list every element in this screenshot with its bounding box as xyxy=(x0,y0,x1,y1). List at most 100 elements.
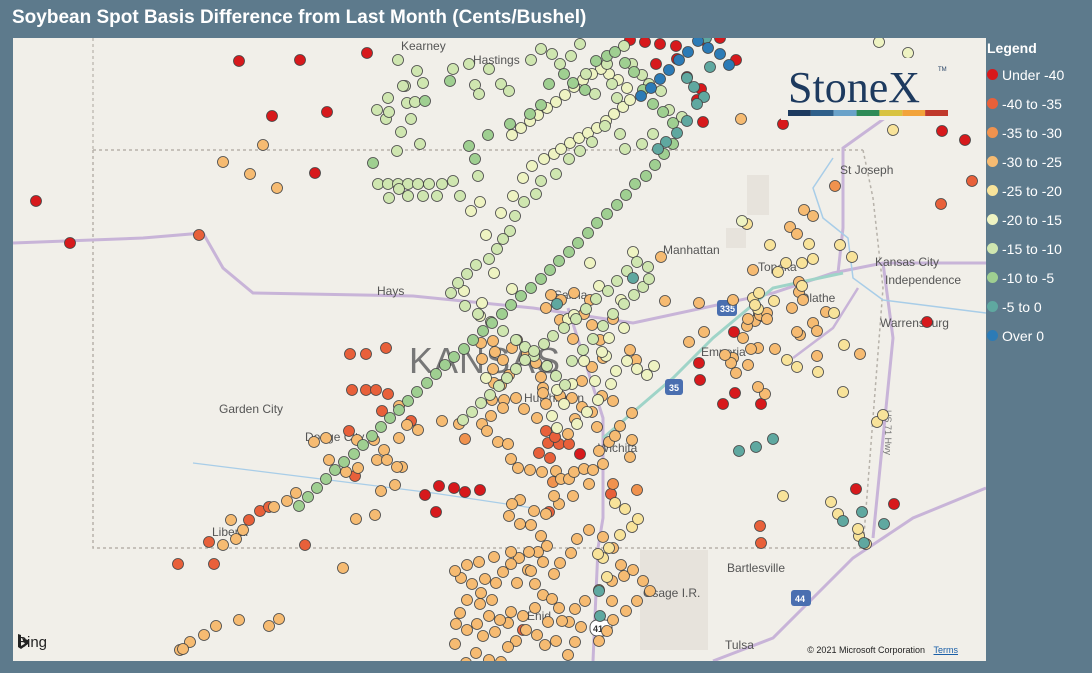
location-marker[interactable] xyxy=(652,143,664,155)
location-marker[interactable] xyxy=(764,239,776,251)
location-marker[interactable] xyxy=(507,190,519,202)
location-marker[interactable] xyxy=(177,643,189,655)
location-marker[interactable] xyxy=(580,68,592,80)
location-marker[interactable] xyxy=(719,349,731,361)
location-marker[interactable] xyxy=(510,635,522,647)
location-marker[interactable] xyxy=(854,348,866,360)
location-marker[interactable] xyxy=(515,122,527,134)
location-marker[interactable] xyxy=(551,298,563,310)
location-marker[interactable] xyxy=(697,116,709,128)
location-marker[interactable] xyxy=(411,65,423,77)
location-marker[interactable] xyxy=(546,410,558,422)
location-marker[interactable] xyxy=(531,629,543,641)
location-marker[interactable] xyxy=(856,506,868,518)
location-marker[interactable] xyxy=(519,354,531,366)
location-marker[interactable] xyxy=(780,257,792,269)
location-marker[interactable] xyxy=(555,143,567,155)
location-marker[interactable] xyxy=(474,598,486,610)
location-marker[interactable] xyxy=(691,98,703,110)
location-marker[interactable] xyxy=(583,524,595,536)
location-marker[interactable] xyxy=(698,91,710,103)
location-marker[interactable] xyxy=(628,66,640,78)
location-marker[interactable] xyxy=(338,456,350,468)
legend-item[interactable]: -30 to -25 xyxy=(987,147,1092,176)
location-marker[interactable] xyxy=(476,297,488,309)
location-marker[interactable] xyxy=(753,287,765,299)
location-marker[interactable] xyxy=(540,398,552,410)
legend-item[interactable]: -5 to 0 xyxy=(987,292,1092,321)
location-marker[interactable] xyxy=(624,344,636,356)
location-marker[interactable] xyxy=(629,178,641,190)
location-marker[interactable] xyxy=(233,55,245,67)
location-marker[interactable] xyxy=(565,547,577,559)
location-marker[interactable] xyxy=(791,228,803,240)
location-marker[interactable] xyxy=(643,273,655,285)
location-marker[interactable] xyxy=(528,345,540,357)
location-marker[interactable] xyxy=(352,462,364,474)
location-marker[interactable] xyxy=(628,289,640,301)
location-marker[interactable] xyxy=(503,510,515,522)
location-marker[interactable] xyxy=(431,190,443,202)
location-marker[interactable] xyxy=(524,464,536,476)
location-marker[interactable] xyxy=(454,190,466,202)
location-marker[interactable] xyxy=(447,63,459,75)
location-marker[interactable] xyxy=(505,299,517,311)
location-marker[interactable] xyxy=(263,620,275,632)
location-marker[interactable] xyxy=(807,253,819,265)
location-marker[interactable] xyxy=(412,178,424,190)
location-marker[interactable] xyxy=(395,126,407,138)
location-marker[interactable] xyxy=(357,439,369,451)
location-marker[interactable] xyxy=(486,594,498,606)
location-marker[interactable] xyxy=(619,503,631,515)
location-marker[interactable] xyxy=(747,264,759,276)
location-marker[interactable] xyxy=(485,410,497,422)
location-marker[interactable] xyxy=(417,190,429,202)
location-marker[interactable] xyxy=(467,334,479,346)
location-marker[interactable] xyxy=(343,425,355,437)
location-marker[interactable] xyxy=(737,332,749,344)
location-marker[interactable] xyxy=(495,207,507,219)
location-marker[interactable] xyxy=(344,348,356,360)
location-marker[interactable] xyxy=(548,490,560,502)
location-marker[interactable] xyxy=(311,482,323,494)
location-marker[interactable] xyxy=(559,89,571,101)
location-marker[interactable] xyxy=(483,610,495,622)
location-marker[interactable] xyxy=(655,85,667,97)
location-marker[interactable] xyxy=(590,293,602,305)
location-marker[interactable] xyxy=(494,614,506,626)
location-marker[interactable] xyxy=(366,430,378,442)
location-marker[interactable] xyxy=(563,246,575,258)
location-marker[interactable] xyxy=(768,295,780,307)
location-marker[interactable] xyxy=(448,351,460,363)
location-marker[interactable] xyxy=(550,96,562,108)
location-marker[interactable] xyxy=(320,473,332,485)
location-marker[interactable] xyxy=(681,115,693,127)
location-marker[interactable] xyxy=(614,529,626,541)
location-marker[interactable] xyxy=(579,84,591,96)
location-marker[interactable] xyxy=(524,108,536,120)
location-marker[interactable] xyxy=(597,320,609,332)
location-marker[interactable] xyxy=(378,444,390,456)
location-marker[interactable] xyxy=(660,136,672,148)
location-marker[interactable] xyxy=(474,484,486,496)
location-marker[interactable] xyxy=(635,90,647,102)
location-marker[interactable] xyxy=(655,251,667,263)
location-marker[interactable] xyxy=(510,334,522,346)
location-marker[interactable] xyxy=(733,445,745,457)
location-marker[interactable] xyxy=(489,626,501,638)
location-marker[interactable] xyxy=(597,531,609,543)
location-marker[interactable] xyxy=(602,285,614,297)
location-marker[interactable] xyxy=(650,58,662,70)
location-marker[interactable] xyxy=(959,134,971,146)
location-marker[interactable] xyxy=(452,277,464,289)
location-marker[interactable] xyxy=(618,298,630,310)
location-marker[interactable] xyxy=(513,552,525,564)
location-marker[interactable] xyxy=(510,392,522,404)
location-marker[interactable] xyxy=(693,297,705,309)
location-marker[interactable] xyxy=(444,75,456,87)
legend-item[interactable]: Under -40 xyxy=(987,60,1092,89)
location-marker[interactable] xyxy=(535,371,547,383)
location-marker[interactable] xyxy=(367,157,379,169)
location-marker[interactable] xyxy=(562,428,574,440)
location-marker[interactable] xyxy=(421,377,433,389)
